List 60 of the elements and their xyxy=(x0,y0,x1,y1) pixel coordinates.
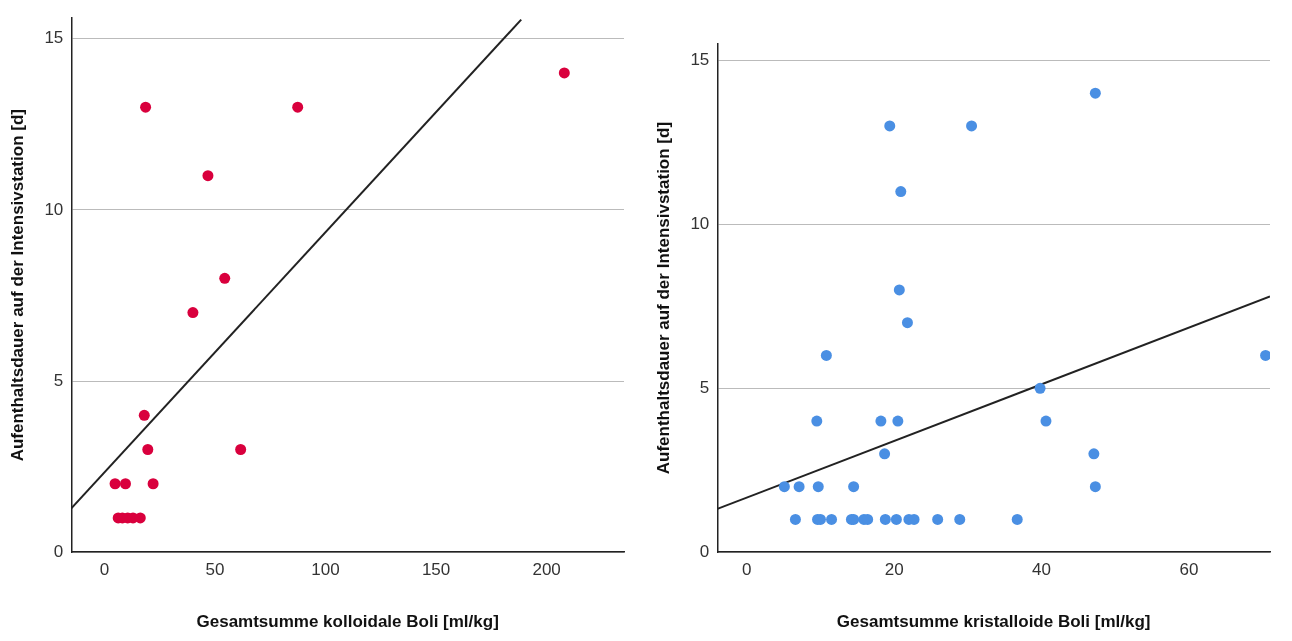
point xyxy=(875,415,887,427)
x-tick-label: 0 xyxy=(99,560,110,580)
x-tick-label: 100 xyxy=(311,560,340,580)
x-tick-label: 40 xyxy=(1032,560,1052,580)
y-tick-label: 0 xyxy=(53,541,64,561)
y-tick-label: 10 xyxy=(44,199,64,219)
point xyxy=(811,415,823,427)
point xyxy=(892,415,904,427)
point xyxy=(890,513,902,525)
point xyxy=(820,349,832,361)
point xyxy=(812,481,824,493)
y-axis-title: Aufenthaltsdauer auf der Intensivstation [d] xyxy=(653,121,673,475)
point xyxy=(901,317,913,329)
point xyxy=(292,101,304,113)
point xyxy=(1034,382,1046,394)
y-tick-label: 15 xyxy=(690,50,710,70)
point xyxy=(140,101,152,113)
point xyxy=(142,444,154,456)
point xyxy=(966,120,978,132)
point xyxy=(954,513,966,525)
point xyxy=(879,513,891,525)
y-tick-label: 5 xyxy=(699,377,710,397)
point xyxy=(558,67,570,79)
point xyxy=(789,513,801,525)
point xyxy=(1040,415,1052,427)
point xyxy=(932,513,944,525)
point xyxy=(138,409,150,421)
point xyxy=(235,444,247,456)
point xyxy=(187,307,199,319)
x-tick-label: 50 xyxy=(205,560,225,580)
point xyxy=(147,478,159,490)
point xyxy=(1088,448,1100,460)
point xyxy=(778,481,790,493)
point xyxy=(119,478,131,490)
x-tick-label: 150 xyxy=(421,560,451,580)
point xyxy=(1089,87,1101,99)
point xyxy=(202,170,214,182)
x-tick-label: 20 xyxy=(884,560,904,580)
point xyxy=(1089,481,1101,493)
y-tick-label: 15 xyxy=(44,28,64,48)
x-axis-title: Gesamtsumme kristalloide Boli [ml/kg] xyxy=(836,612,1151,632)
point xyxy=(895,186,907,198)
point xyxy=(1011,513,1023,525)
point xyxy=(219,272,231,284)
y-tick-label: 10 xyxy=(690,214,710,234)
point xyxy=(826,513,838,525)
point xyxy=(848,481,860,493)
y-tick-label: 0 xyxy=(699,541,710,561)
point xyxy=(1260,349,1270,361)
point xyxy=(793,481,805,493)
x-tick-label: 60 xyxy=(1179,560,1199,580)
y-axis-title: Aufenthaltsdauer auf der Intensivstation [d] xyxy=(7,109,27,462)
point xyxy=(879,448,891,460)
x-axis-title: Gesamtsumme kolloidale Boli [ml/kg] xyxy=(196,612,499,632)
x-tick-label: 0 xyxy=(742,560,752,580)
x-tick-label: 200 xyxy=(532,560,561,580)
point xyxy=(109,478,121,490)
y-tick-label: 5 xyxy=(53,370,64,390)
point xyxy=(893,284,905,296)
point xyxy=(884,120,896,132)
